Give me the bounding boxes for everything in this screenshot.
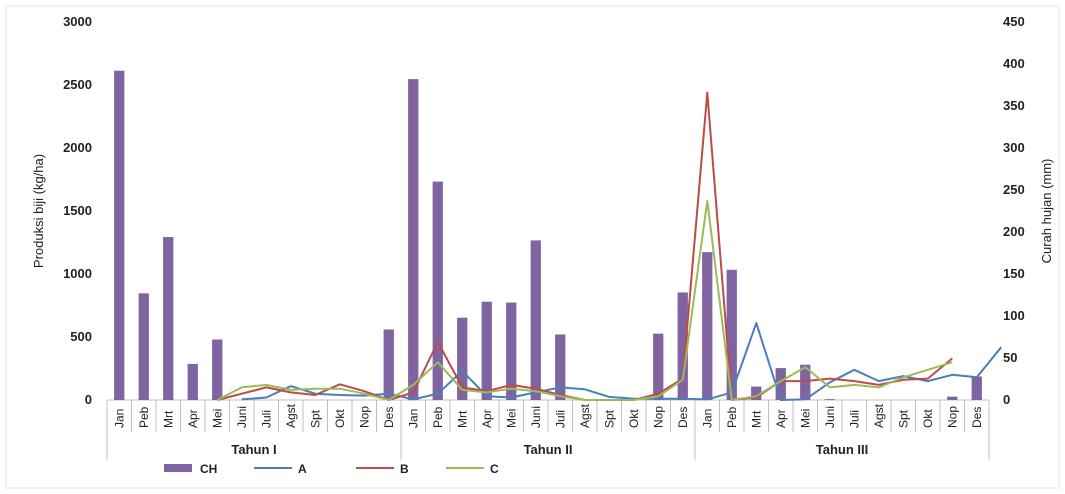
- x-tick-label: Jan: [700, 409, 714, 428]
- bar-ch: [947, 396, 958, 400]
- bar-ch: [408, 79, 419, 401]
- legend-label-ch: CH: [200, 462, 217, 476]
- line-series-c: [216, 199, 953, 401]
- x-tick-label: Okt: [333, 409, 347, 428]
- x-tick-label: Peb: [137, 406, 151, 428]
- y-tick-label: 1000: [63, 266, 92, 281]
- x-tick-label: Mei: [798, 409, 812, 428]
- bar-ch: [506, 302, 517, 400]
- y-tick-label: 3000: [63, 14, 92, 29]
- bar-ch: [212, 339, 223, 400]
- bar-ch: [653, 333, 664, 400]
- y2-tick-label: 50: [1003, 350, 1017, 365]
- bar-ch: [383, 329, 394, 400]
- legend-swatch-ch: [164, 464, 192, 472]
- x-tick-label: Des: [676, 407, 690, 428]
- x-tick-label: Spt: [308, 409, 322, 428]
- x-tick-label: Jan: [112, 409, 126, 428]
- legend-label-a: A: [298, 462, 307, 476]
- bar-ch: [971, 376, 982, 400]
- x-tick-label: Mei: [210, 409, 224, 428]
- y-tick-label: 500: [70, 329, 92, 344]
- x-tick-label: Juni: [823, 406, 837, 428]
- y2-tick-label: 200: [1003, 224, 1025, 239]
- x-tick-label: Nop: [357, 406, 371, 428]
- y2-tick-label: 400: [1003, 56, 1025, 71]
- bar-ch: [481, 301, 492, 400]
- y-tick-label: 2500: [63, 77, 92, 92]
- x-tick-label: Juli: [259, 410, 273, 428]
- axis-labels: 0 500 1000 1500 2000 2500 3000 0 50 100 150 200 250 3…: [63, 14, 1025, 457]
- bar-ch: [114, 70, 125, 400]
- x-tick-label: Mrt: [455, 410, 469, 428]
- x-tick-label: Mrt: [161, 410, 175, 428]
- legend: CH A B C: [164, 462, 499, 476]
- x-tick-label: Nop: [945, 406, 959, 428]
- y2-tick-label: 450: [1003, 14, 1025, 29]
- x-tick-label: Agst: [872, 403, 886, 428]
- y2-tick-label: 350: [1003, 98, 1025, 113]
- x-tick-label: Apr: [480, 409, 494, 428]
- y2-tick-label: 300: [1003, 140, 1025, 155]
- x-tick-label: Okt: [921, 409, 935, 428]
- x-tick-label: Juni: [529, 406, 543, 428]
- y-axis-title: Produksi biji (kg/ha): [31, 154, 46, 268]
- x-tick-label: Jan: [406, 409, 420, 428]
- x-tick-label: Spt: [602, 409, 616, 428]
- x-tick-label: Agst: [578, 403, 592, 428]
- x-tick-label: Mrt: [749, 410, 763, 428]
- axes: [106, 399, 990, 460]
- x-tick-label: Okt: [627, 409, 641, 428]
- bar-ch: [751, 386, 762, 400]
- x-tick-label: Juli: [847, 410, 861, 428]
- x-tick-label: Mei: [504, 409, 518, 428]
- y-tick-label: 1500: [63, 203, 92, 218]
- x-tick-label: Apr: [186, 409, 200, 428]
- y2-tick-label: 0: [1003, 392, 1010, 407]
- bar-series-ch: [114, 70, 982, 401]
- bar-ch: [824, 399, 835, 400]
- y-tick-label: 0: [85, 392, 92, 407]
- y-tick-label: 2000: [63, 140, 92, 155]
- x-tick-label: Juli: [553, 410, 567, 428]
- bar-ch: [163, 237, 174, 400]
- legend-label-b: B: [400, 462, 409, 476]
- bar-ch: [677, 292, 688, 400]
- x-tick-label: Agst: [284, 403, 298, 428]
- x-tick-label: Peb: [725, 406, 739, 428]
- bar-ch: [457, 317, 468, 400]
- x-tick-label: Des: [970, 407, 984, 428]
- legend-label-c: C: [490, 462, 499, 476]
- group-label: Tahun III: [816, 442, 868, 457]
- y2-tick-label: 250: [1003, 182, 1025, 197]
- x-tick-label: Des: [382, 407, 396, 428]
- bar-ch: [775, 368, 786, 400]
- x-tick-label: Spt: [896, 409, 910, 428]
- line-series: [216, 91, 1003, 401]
- bar-ch: [702, 252, 713, 400]
- bar-ch: [187, 363, 198, 400]
- group-label: Tahun II: [524, 442, 573, 457]
- bar-ch: [530, 240, 541, 400]
- bar-ch: [726, 269, 737, 400]
- bar-ch: [555, 334, 566, 400]
- x-tick-label: Nop: [651, 406, 665, 428]
- bar-ch: [138, 293, 149, 400]
- y2-axis-title: Curah hujan (mm): [1039, 159, 1054, 264]
- x-tick-label: Apr: [774, 409, 788, 428]
- x-tick-label: Peb: [431, 406, 445, 428]
- y2-tick-label: 100: [1003, 308, 1025, 323]
- x-tick-label: Juni: [235, 406, 249, 428]
- y2-tick-label: 150: [1003, 266, 1025, 281]
- group-label: Tahun I: [231, 442, 276, 457]
- bar-ch: [800, 364, 811, 400]
- bar-ch: [432, 181, 443, 400]
